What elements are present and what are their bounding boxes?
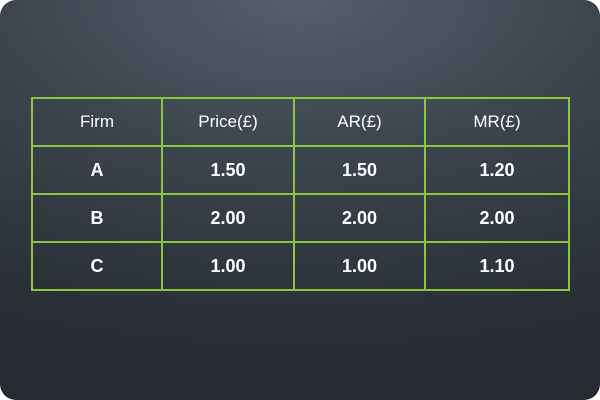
table-row: A 1.50 1.50 1.20 bbox=[31, 145, 570, 195]
header-average-revenue: AR(£) bbox=[293, 97, 426, 147]
firm-revenue-table: Firm Price(£) AR(£) MR(£) A 1.50 1.50 1.… bbox=[31, 97, 570, 291]
cell-mr: 2.00 bbox=[424, 193, 570, 243]
cell-mr: 1.20 bbox=[424, 145, 570, 195]
table-row: B 2.00 2.00 2.00 bbox=[31, 193, 570, 243]
cell-ar: 1.00 bbox=[293, 241, 426, 291]
cell-firm: A bbox=[31, 145, 163, 195]
header-marginal-revenue: MR(£) bbox=[424, 97, 570, 147]
cell-mr: 1.10 bbox=[424, 241, 570, 291]
table-header-row: Firm Price(£) AR(£) MR(£) bbox=[31, 97, 570, 147]
cell-ar: 1.50 bbox=[293, 145, 426, 195]
cell-price: 2.00 bbox=[161, 193, 295, 243]
cell-ar: 2.00 bbox=[293, 193, 426, 243]
cell-firm: B bbox=[31, 193, 163, 243]
cell-price: 1.50 bbox=[161, 145, 295, 195]
cell-firm: C bbox=[31, 241, 163, 291]
cell-price: 1.00 bbox=[161, 241, 295, 291]
header-price: Price(£) bbox=[161, 97, 295, 147]
table-row: C 1.00 1.00 1.10 bbox=[31, 241, 570, 291]
header-firm: Firm bbox=[31, 97, 163, 147]
